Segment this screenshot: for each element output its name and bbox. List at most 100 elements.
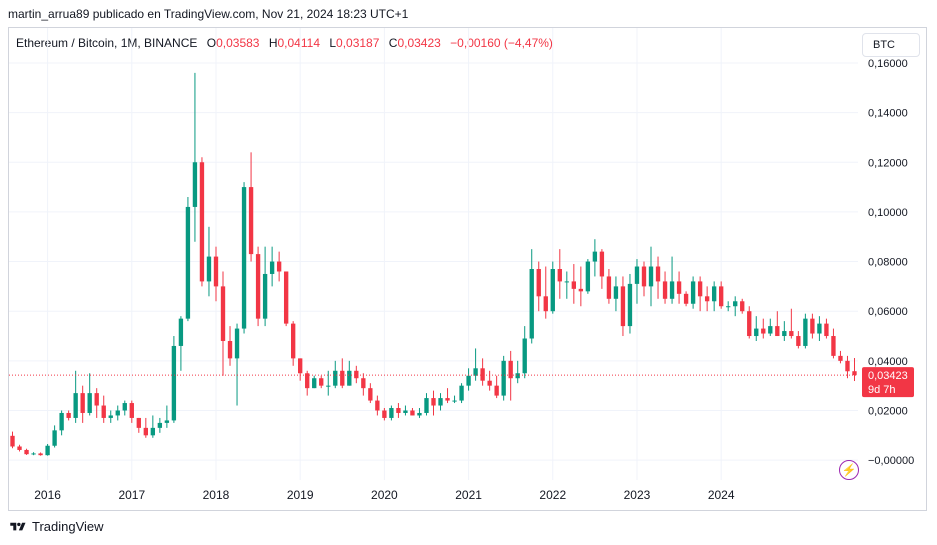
candle-body: [697, 281, 703, 297]
candle-body: [690, 281, 696, 304]
tradingview-mark-icon: [10, 522, 26, 530]
candle-body: [634, 266, 640, 284]
candle-body: [262, 273, 268, 319]
candle-body: [669, 281, 675, 299]
candle-body: [248, 187, 254, 255]
candle-body: [276, 261, 282, 272]
candle-body: [838, 355, 843, 361]
candle-body: [824, 323, 829, 337]
candle-body: [290, 323, 296, 359]
candle-body: [754, 328, 759, 337]
candle-body: [234, 328, 240, 359]
candle-body: [375, 400, 380, 411]
candle-body: [403, 410, 408, 413]
branding-text: TradingView: [32, 519, 104, 534]
lightning-icon[interactable]: ⚡: [839, 460, 859, 480]
candle-body: [150, 427, 156, 436]
y-tick-label: 0,02000: [868, 405, 908, 417]
candle-body: [178, 318, 184, 346]
y-tick-label: 0,04000: [868, 356, 908, 368]
candle-body: [466, 375, 471, 386]
candle-body: [676, 281, 682, 294]
price-tag-countdown: 9d 7h: [868, 384, 896, 396]
low-value: 0,03187: [336, 36, 380, 50]
candle-body: [473, 368, 478, 376]
candle-body: [305, 373, 310, 389]
candle-body: [487, 380, 492, 386]
candle-body: [585, 261, 591, 292]
x-tick-label: 2020: [371, 488, 398, 502]
y-tick-label: 0,12000: [868, 157, 908, 169]
candle-body: [347, 370, 352, 386]
x-tick-label: 2019: [287, 488, 314, 502]
candle-body: [87, 393, 92, 413]
candle-body: [810, 318, 815, 334]
y-tick-label: 0,14000: [868, 108, 908, 120]
candle-body: [704, 296, 710, 302]
candle-body: [333, 370, 338, 386]
candle-body: [571, 281, 577, 289]
candle-body: [319, 378, 324, 386]
candle-body: [115, 410, 120, 416]
candle-body: [59, 412, 64, 431]
candle-body: [431, 398, 436, 406]
y-tick-label: 0,06000: [868, 306, 908, 318]
candle-body: [459, 385, 464, 401]
candle-body: [340, 370, 345, 386]
y-tick-label: 0,16000: [868, 58, 908, 70]
symbol-title[interactable]: Ethereum / Bitcoin, 1M, BINANCE: [16, 36, 198, 50]
candle-body: [445, 398, 450, 401]
candle-body: [557, 269, 562, 282]
candle-body: [326, 385, 331, 387]
candle-body: [129, 403, 134, 418]
candle-body: [726, 306, 731, 308]
candle-body: [227, 340, 233, 359]
candle-body: [852, 371, 857, 376]
candle-body: [620, 286, 626, 327]
candle-body: [662, 281, 668, 299]
candle-body: [269, 261, 275, 274]
candle-body: [648, 266, 654, 287]
candle-body: [719, 286, 724, 307]
candle-body: [452, 400, 457, 402]
candle-body: [761, 328, 766, 334]
candle-body: [255, 254, 261, 319]
candle-body: [515, 373, 520, 379]
y-tick-label: −0,00000: [868, 455, 914, 467]
candle-body: [31, 453, 36, 455]
candle-body: [803, 318, 808, 346]
close-value: 0,03423: [397, 36, 441, 50]
candle-body: [592, 251, 598, 262]
candle-body: [747, 311, 752, 337]
candle-body: [599, 251, 605, 277]
price-tag-bg: [862, 367, 914, 398]
candle-body: [543, 296, 548, 312]
candle-body: [508, 360, 513, 379]
candle-body: [796, 336, 801, 346]
change-value: −0,00160 (−4,47%): [450, 36, 553, 50]
candle-body: [298, 358, 303, 374]
open-label: O: [206, 36, 217, 50]
candle-body: [740, 301, 745, 312]
candle-body: [389, 408, 394, 418]
candle-body: [410, 410, 415, 416]
candle-body: [199, 162, 205, 282]
low-label: L: [329, 36, 337, 50]
candle-body: [578, 288, 584, 292]
candle-body: [733, 301, 738, 307]
currency-button[interactable]: BTC: [862, 33, 920, 57]
candle-body: [122, 403, 127, 411]
candle-body: [354, 370, 359, 379]
candle-body: [655, 266, 661, 282]
candle-body: [641, 266, 647, 287]
candle-body: [424, 398, 429, 413]
open-value: 0,03583: [216, 36, 260, 50]
candle-body: [627, 283, 633, 327]
candle-body: [80, 393, 85, 413]
candle-body: [312, 378, 317, 389]
tradingview-logo[interactable]: TradingView: [8, 519, 104, 534]
candle-body: [711, 286, 717, 302]
symbol-legend: Ethereum / Bitcoin, 1M, BINANCE O0,03583…: [16, 36, 553, 50]
candle-body: [775, 326, 780, 337]
